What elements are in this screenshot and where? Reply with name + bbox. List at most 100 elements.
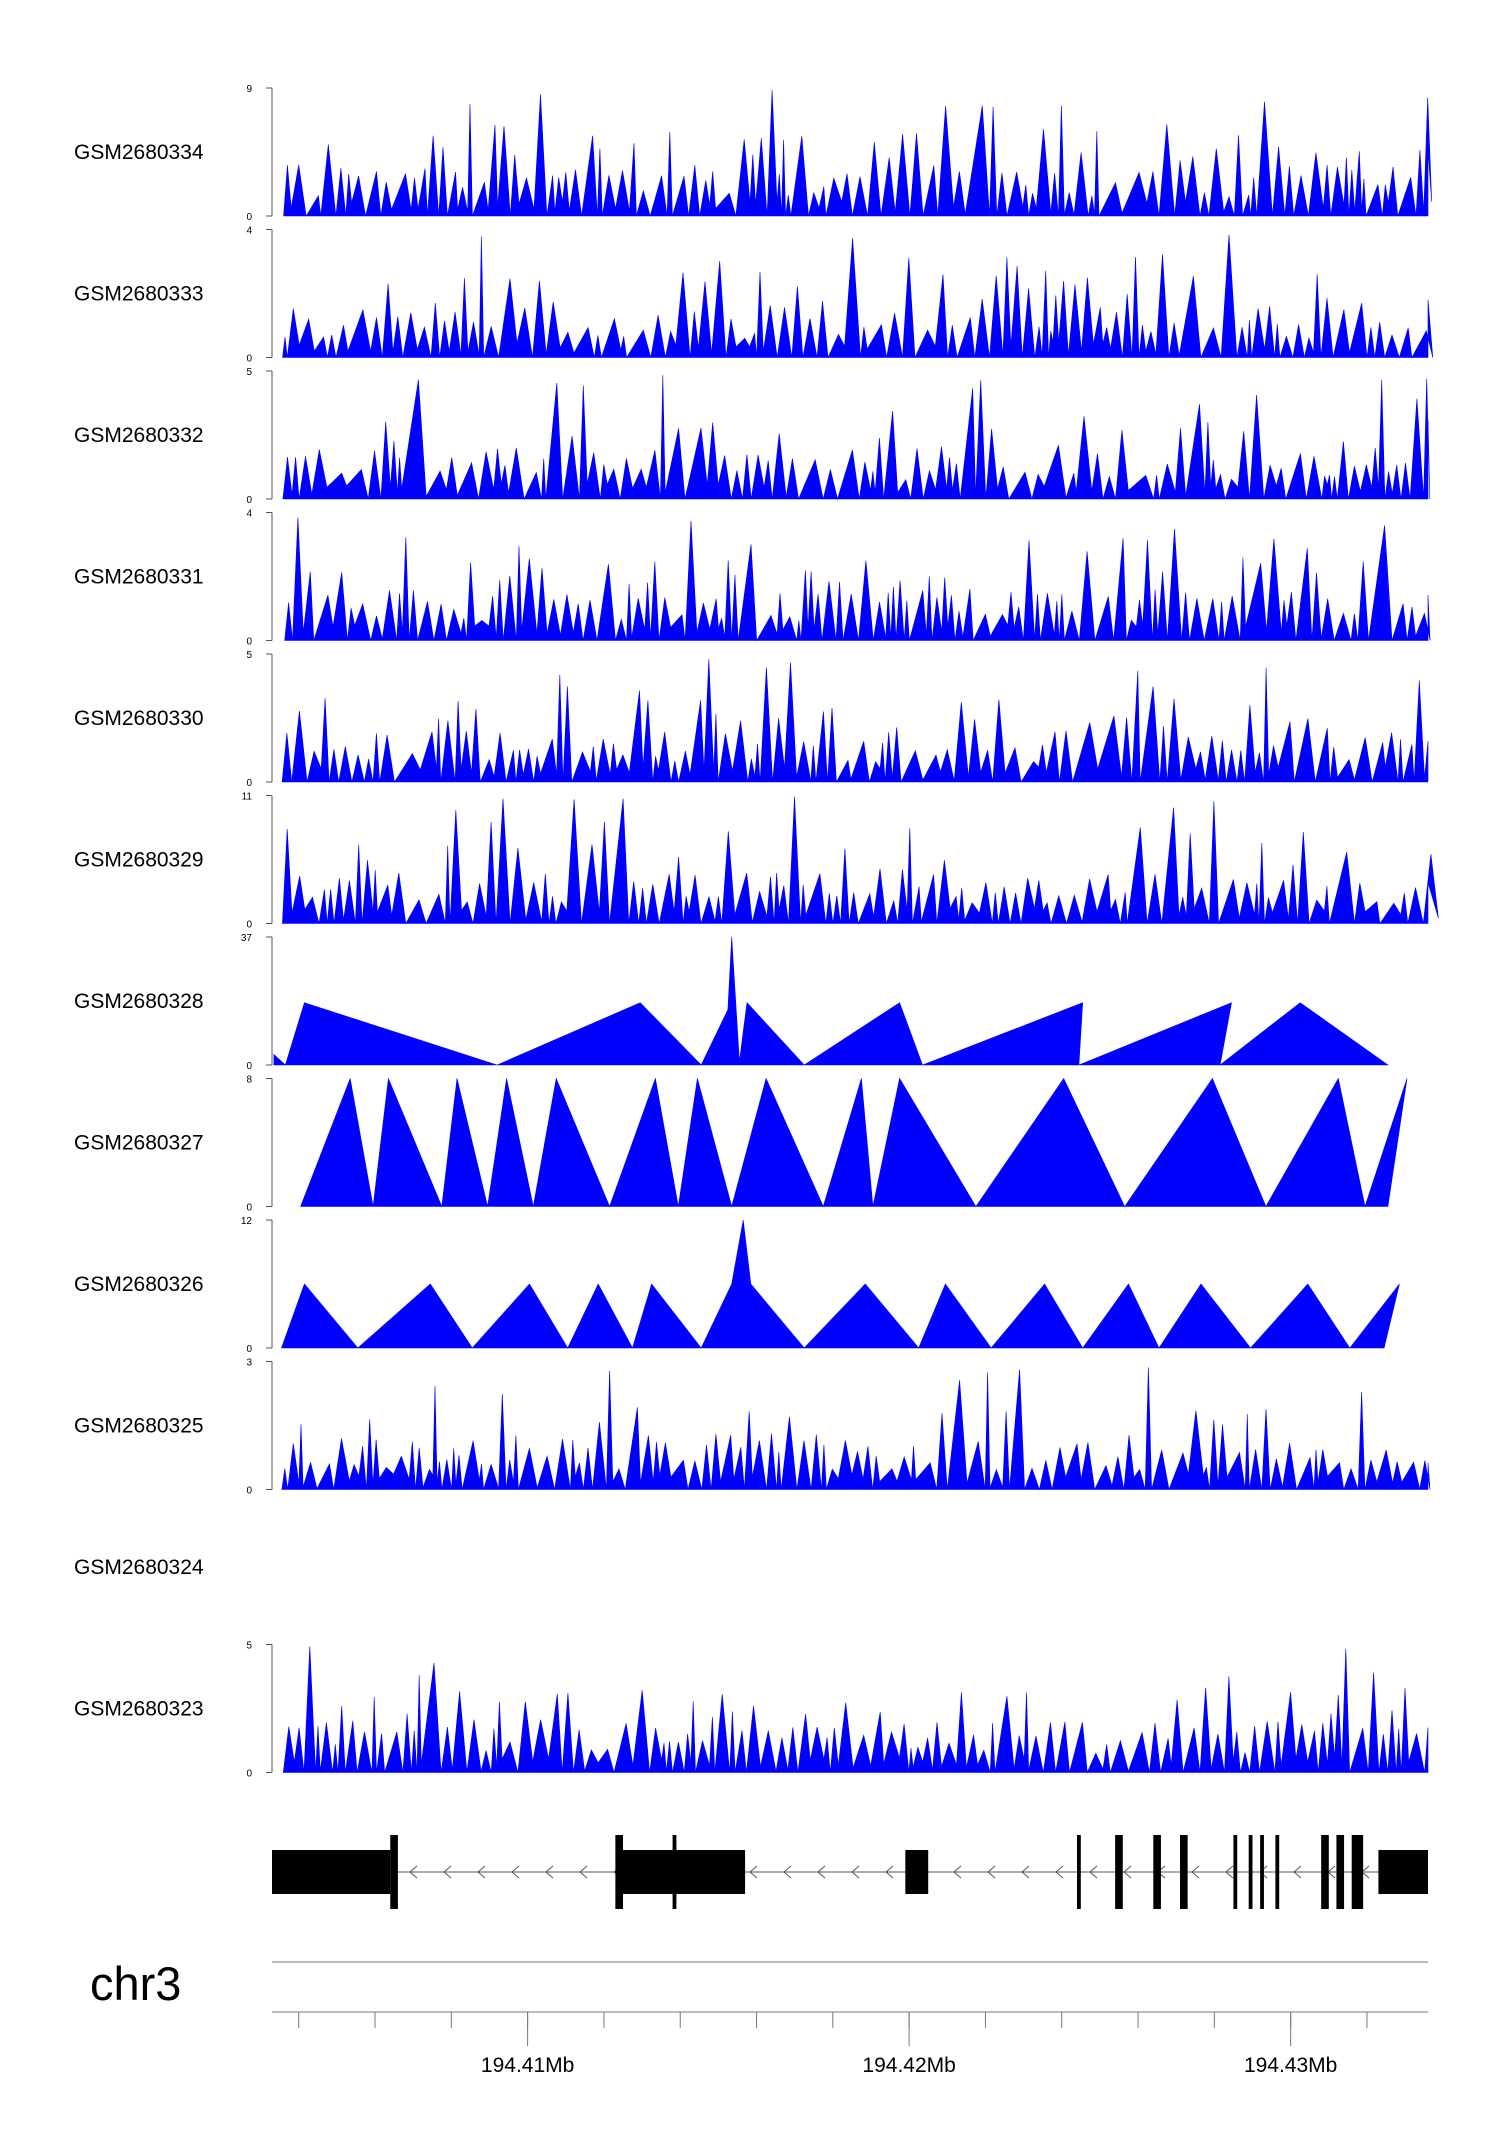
y-min-label: 0	[246, 1344, 252, 1355]
strand-arrow	[579, 1865, 588, 1879]
exon	[1077, 1835, 1081, 1909]
exon	[615, 1835, 623, 1909]
track-label: GSM2680326	[74, 1273, 204, 1296]
y-max-label: 12	[241, 1216, 253, 1227]
y-max-label: 11	[242, 792, 253, 803]
y-min-label: 0	[246, 1486, 252, 1497]
exon	[1275, 1835, 1280, 1909]
track-label: GSM2680332	[74, 424, 204, 447]
strand-arrow	[511, 1865, 520, 1879]
y-min-label: 0	[246, 495, 252, 506]
strand-arrow	[1293, 1865, 1302, 1879]
exon	[1180, 1835, 1188, 1909]
strand-arrow	[953, 1865, 962, 1879]
coverage-area	[282, 1646, 1429, 1774]
y-max-label: 5	[246, 367, 252, 378]
exon	[905, 1850, 929, 1894]
coverage-area	[300, 1077, 1408, 1208]
genome-axis: chr3 194.41Mb 194.42Mb 194.43Mb	[90, 1957, 1428, 2077]
y-min-label: 0	[246, 637, 252, 648]
track-label: GSM2680329	[74, 849, 204, 872]
y-min-label: 0	[246, 1769, 252, 1780]
track-label: GSM2680331	[74, 566, 204, 589]
x-tick-label: 194.41Mb	[481, 2054, 574, 2077]
track-label: GSM2680323	[74, 1698, 204, 1721]
track-GSM2680332: GSM2680332 5 0	[74, 367, 1431, 506]
strand-arrow	[783, 1865, 792, 1879]
y-min-label: 0	[246, 1203, 252, 1214]
track-GSM2680329: GSM2680329 11 0	[74, 792, 1439, 931]
coverage-area	[282, 375, 1431, 501]
strand-arrow	[885, 1865, 894, 1879]
strand-arrow	[409, 1865, 418, 1879]
exon	[1233, 1835, 1238, 1909]
strand-arrow	[1259, 1865, 1268, 1879]
track-GSM2680334: GSM2680334 9 0	[74, 84, 1432, 223]
track-label: GSM2680330	[74, 707, 204, 730]
y-min-label: 0	[246, 1061, 252, 1072]
gene-model-track	[272, 1835, 1428, 1909]
track-GSM2680331: GSM2680331 4 0	[74, 509, 1431, 648]
exon	[1248, 1835, 1253, 1909]
strand-arrow	[1089, 1865, 1098, 1879]
exon	[622, 1850, 746, 1894]
coverage-area	[281, 1367, 1431, 1491]
exon	[390, 1835, 398, 1909]
strand-arrow	[749, 1865, 758, 1879]
y-max-label: 4	[246, 226, 252, 237]
y-max-label: 37	[241, 933, 253, 944]
track-label: GSM2680334	[74, 141, 204, 164]
chromosome-label: chr3	[90, 1957, 181, 2010]
y-max-label: 8	[246, 1075, 252, 1086]
exon	[1378, 1850, 1428, 1894]
track-GSM2680326: GSM2680326 12 0	[74, 1216, 1400, 1355]
track-label: GSM2680333	[74, 283, 204, 306]
y-max-label: 9	[246, 84, 252, 95]
coverage-tracks: GSM268033490GSM268033340GSM268033250GSM2…	[74, 84, 1439, 1780]
track-GSM2680327: GSM2680327 8 0	[74, 1075, 1408, 1214]
strand-arrow	[851, 1865, 860, 1879]
exon	[1336, 1835, 1345, 1909]
x-tick-label: 194.43Mb	[1244, 2054, 1337, 2077]
y-min-label: 0	[246, 778, 252, 789]
strand-arrow	[1225, 1865, 1234, 1879]
strand-arrow	[477, 1865, 486, 1879]
strand-arrow	[1123, 1865, 1132, 1879]
track-GSM2680324: GSM2680324	[74, 1556, 204, 1579]
track-GSM2680325: GSM2680325 3 0	[74, 1358, 1431, 1497]
exon	[1321, 1835, 1329, 1909]
exon	[1351, 1835, 1364, 1909]
track-GSM2680330: GSM2680330 5 0	[74, 650, 1429, 789]
y-min-label: 0	[246, 920, 252, 931]
coverage-area	[284, 517, 1431, 642]
y-min-label: 0	[246, 354, 252, 365]
strand-arrow	[443, 1865, 452, 1879]
strand-arrow	[1055, 1865, 1064, 1879]
track-GSM2680328: GSM2680328 37 0	[74, 933, 1389, 1072]
coverage-area	[282, 796, 1439, 925]
coverage-area	[283, 90, 1432, 218]
strand-arrow	[987, 1865, 996, 1879]
track-label: GSM2680325	[74, 1415, 204, 1438]
y-max-label: 4	[246, 509, 252, 520]
coverage-area	[281, 659, 1429, 784]
y-min-label: 0	[246, 212, 252, 223]
exon	[1153, 1835, 1161, 1909]
coverage-area	[273, 936, 1389, 1066]
track-label: GSM2680324	[74, 1556, 204, 1579]
y-max-label: 5	[246, 650, 252, 661]
track-GSM2680323: GSM2680323 5 0	[74, 1641, 1429, 1780]
track-label: GSM2680327	[74, 1132, 204, 1155]
strand-arrow	[1191, 1865, 1200, 1879]
track-label: GSM2680328	[74, 990, 204, 1013]
strand-arrow	[545, 1865, 554, 1879]
track-GSM2680333: GSM2680333 4 0	[74, 226, 1434, 365]
coverage-area	[281, 1219, 1400, 1349]
exon	[1260, 1835, 1264, 1909]
exon	[272, 1850, 391, 1894]
strand-arrow	[817, 1865, 826, 1879]
y-max-label: 3	[246, 1358, 252, 1369]
strand-arrow	[1021, 1865, 1030, 1879]
coverage-area	[282, 234, 1434, 359]
